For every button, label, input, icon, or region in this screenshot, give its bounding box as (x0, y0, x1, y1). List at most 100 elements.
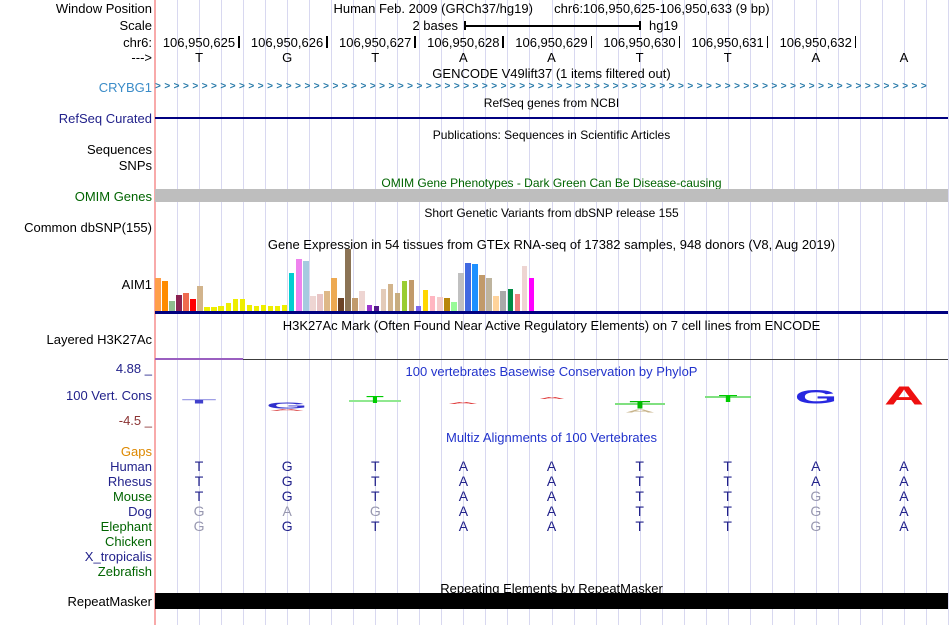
repeatmasker-element-bar[interactable] (155, 593, 948, 609)
gtex-tissue-bar[interactable] (288, 273, 295, 311)
gencode-title[interactable]: GENCODE V49lift37 (1 items filtered out) (432, 66, 671, 81)
gtex-tissue-bar[interactable] (479, 275, 485, 311)
conservation-logo-letter: T (629, 398, 651, 412)
gtex-tissue-bar[interactable] (521, 266, 528, 311)
gtex-tissue-bar[interactable] (197, 286, 203, 311)
gtex-tissue-bar[interactable] (472, 264, 478, 311)
h3k27ac-label[interactable]: Layered H3K27Ac (46, 332, 152, 347)
snps-label[interactable]: SNPs (118, 158, 152, 173)
gtex-tissue-bar[interactable] (211, 307, 217, 311)
gtex-barchart[interactable] (155, 249, 948, 311)
sequences-label[interactable]: Sequences (86, 142, 152, 157)
gtex-tissue-bar[interactable] (415, 306, 422, 311)
h3k27ac-signal-purple[interactable] (155, 358, 243, 360)
gtex-tissue-bar[interactable] (486, 278, 492, 311)
species-label-human[interactable]: Human (110, 459, 152, 474)
gtex-tissue-bar[interactable] (162, 281, 168, 311)
gtex-tissue-bar[interactable] (260, 305, 267, 311)
gtex-tissue-bar[interactable] (387, 284, 394, 311)
publications-title[interactable]: Publications: Sequences in Scientific Ar… (432, 128, 671, 142)
gtex-tissue-bar[interactable] (176, 295, 182, 311)
alignment-base: A (282, 503, 292, 519)
species-label-zebrafish[interactable]: Zebrafish (97, 564, 152, 579)
gtex-tissue-bar[interactable] (218, 306, 224, 311)
gtex-tissue-bar[interactable] (225, 303, 231, 311)
gtex-tissue-bar[interactable] (169, 301, 175, 311)
refseq-title[interactable]: RefSeq genes from NCBI (483, 96, 620, 110)
gtex-tissue-bar[interactable] (155, 278, 161, 311)
gtex-tissue-bar[interactable] (338, 298, 344, 311)
gtex-tissue-bar[interactable] (366, 305, 372, 311)
gridline (948, 0, 949, 625)
gtex-tissue-bar[interactable] (437, 297, 443, 311)
gencode-gene-arrows[interactable]: >>>>>>>>>>>>>>>>>>>>>>>>>>>>>>>>>>>>>>>>… (155, 81, 931, 92)
alignment-base: T (635, 458, 644, 474)
species-label-elephant[interactable]: Elephant (100, 519, 152, 534)
common-dbsnp-label[interactable]: Common dbSNP(155) (24, 220, 152, 235)
gtex-tissue-bar[interactable] (183, 293, 189, 311)
alignment-base: G (281, 488, 293, 504)
gtex-tissue-bar[interactable] (324, 291, 330, 311)
repeatmasker-title[interactable]: Repeating Elements by RepeatMasker (440, 581, 663, 596)
conservation-label[interactable]: 100 Vert. Cons (66, 388, 152, 403)
coordinate-label: 106,950,632 (779, 35, 852, 50)
omim-gene-bar[interactable] (155, 189, 948, 202)
gtex-tissue-bar[interactable] (458, 273, 464, 311)
gtex-tissue-bar[interactable] (246, 305, 253, 311)
gtex-tissue-bar[interactable] (281, 305, 288, 311)
gtex-title[interactable]: Gene Expression in 54 tissues from GTEx … (267, 237, 836, 252)
gtex-tissue-bar[interactable] (429, 296, 436, 311)
species-label-chicken[interactable]: Chicken (105, 534, 152, 549)
multiz-title[interactable]: Multiz Alignments of 100 Vertebrates (445, 430, 657, 445)
gtex-tissue-bar[interactable] (451, 302, 457, 311)
gtex-tissue-bar[interactable] (190, 299, 196, 311)
gtex-tissue-bar[interactable] (310, 296, 316, 311)
gtex-tissue-bar[interactable] (394, 293, 401, 311)
dbsnp-title[interactable]: Short Genetic Variants from dbSNP releas… (424, 206, 679, 220)
gtex-tissue-bar[interactable] (408, 280, 415, 311)
gtex-tissue-bar[interactable] (465, 263, 471, 311)
repeatmasker-label[interactable]: RepeatMasker (67, 594, 152, 609)
gtex-tissue-bar[interactable] (274, 306, 281, 311)
omim-title[interactable]: OMIM Gene Phenotypes - Dark Green Can Be… (381, 176, 722, 190)
h3k27ac-signal-baseline[interactable] (243, 358, 948, 360)
species-label-dog[interactable]: Dog (128, 504, 152, 519)
alignment-base: A (546, 518, 557, 534)
gtex-tissue-bar[interactable] (401, 281, 408, 311)
h3k27ac-title[interactable]: H3K27Ac Mark (Often Found Near Active Re… (282, 318, 821, 333)
gtex-tissue-bar[interactable] (331, 278, 337, 311)
gtex-tissue-bar[interactable] (239, 299, 246, 311)
gtex-tissue-bar[interactable] (352, 298, 358, 311)
gene-label-crybg1[interactable]: CRYBG1 (98, 80, 152, 95)
gtex-gene-label[interactable]: AIM1 (121, 277, 152, 292)
gtex-tissue-bar[interactable] (359, 291, 365, 311)
gtex-tissue-bar[interactable] (444, 298, 450, 311)
gtex-tissue-bar[interactable] (380, 289, 387, 311)
gtex-tissue-bar[interactable] (514, 294, 521, 311)
gtex-tissue-bar[interactable] (493, 296, 499, 311)
gtex-tissue-bar[interactable] (345, 249, 351, 311)
species-label-rhesus[interactable]: Rhesus (107, 474, 152, 489)
gtex-tissue-bar[interactable] (303, 261, 309, 311)
gtex-tissue-bar[interactable] (296, 259, 302, 311)
gtex-tissue-bar[interactable] (500, 291, 506, 311)
omim-genes-label[interactable]: OMIM Genes (74, 189, 152, 204)
refseq-gene-bar[interactable] (155, 117, 948, 119)
species-label-x_tropicalis[interactable]: X_tropicalis (84, 549, 152, 564)
gtex-tissue-bar[interactable] (253, 306, 260, 311)
alignment-base: A (899, 518, 909, 534)
gtex-tissue-bar[interactable] (373, 306, 380, 311)
gtex-tissue-bar[interactable] (528, 278, 535, 311)
gtex-tissue-bar[interactable] (507, 289, 513, 311)
species-label-mouse[interactable]: Mouse (112, 489, 152, 504)
reference-base: T (371, 50, 380, 65)
gtex-tissue-bar[interactable] (422, 290, 429, 311)
phylop-title[interactable]: 100 vertebrates Basewise Conservation by… (405, 364, 698, 379)
coordinate-label: 106,950,628 (427, 35, 500, 50)
gtex-tissue-bar[interactable] (204, 307, 210, 311)
species-label-gaps[interactable]: Gaps (120, 444, 152, 459)
gtex-tissue-bar[interactable] (317, 294, 323, 311)
gtex-tissue-bar[interactable] (267, 306, 274, 311)
refseq-curated-label[interactable]: RefSeq Curated (58, 111, 152, 126)
gtex-tissue-bar[interactable] (232, 299, 239, 311)
